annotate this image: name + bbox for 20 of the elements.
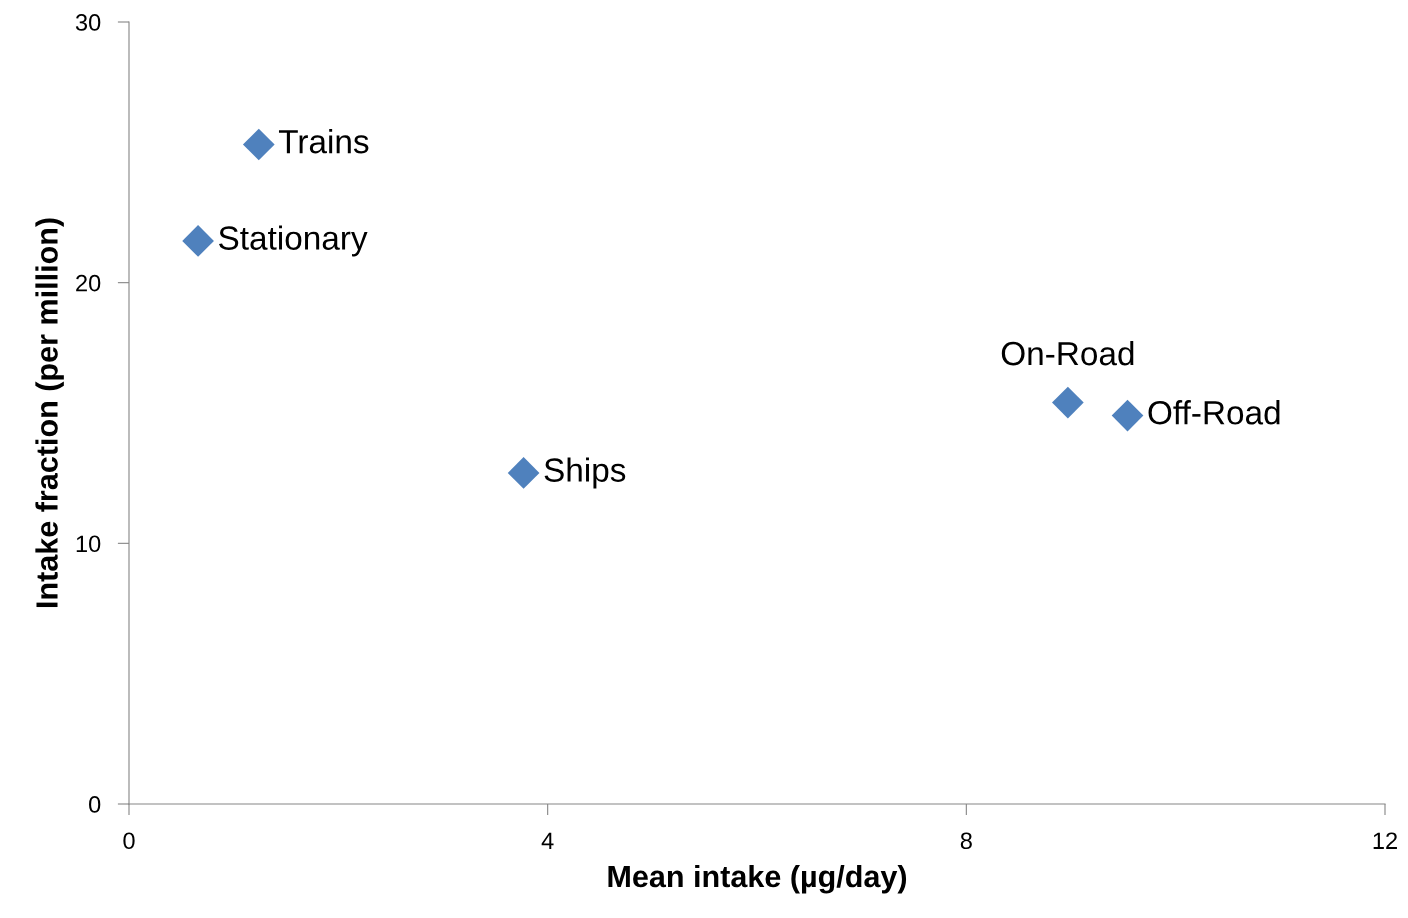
annotation: Trains [278, 128, 369, 154]
y-tick-label: 0 [89, 796, 101, 813]
annotation: On-Road [1001, 340, 1134, 366]
point [242, 128, 275, 161]
y-axis-title: Intake fraction (per million) [35, 218, 64, 608]
point [182, 225, 214, 257]
x-tick-label: 8 [960, 832, 972, 850]
x-tick-label: 12 [1373, 832, 1397, 849]
x-axis-title: Mean intake (µg/day) [608, 864, 907, 894]
x-tick-label: 0 [123, 832, 135, 850]
y-tick-label: 30 [75, 14, 101, 31]
annotation: Stationary [219, 225, 368, 257]
annotation: Ships [544, 457, 626, 489]
annotation: Off-Road [1148, 400, 1280, 425]
x-tick-label: 4 [541, 832, 554, 849]
point [1052, 386, 1084, 419]
y-tick-label: 10 [76, 535, 101, 553]
point [1111, 399, 1144, 432]
y-tick-label: 20 [76, 274, 101, 292]
point [507, 457, 540, 489]
